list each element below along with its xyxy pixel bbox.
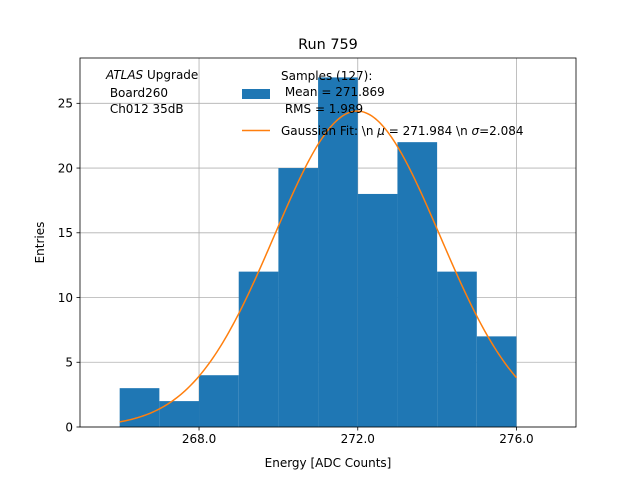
y-tick-label: 15 — [58, 226, 73, 240]
gaussian-fit-curve — [119, 110, 518, 423]
x-axis-label: Energy [ADC Counts] — [265, 456, 392, 470]
legend-samples-line3: RMS = 1.989 — [281, 102, 363, 116]
x-tick-label: 268.0 — [182, 432, 216, 446]
plot-frame — [79, 57, 577, 428]
y-tick-label: 10 — [58, 291, 73, 305]
legend-fit-mu: μ — [376, 124, 385, 138]
y-axis-label: Entries — [33, 222, 47, 264]
x-tick-label: 276.0 — [499, 432, 533, 446]
x-tick-label: 272.0 — [341, 432, 375, 446]
upgrade-label: Upgrade — [143, 68, 198, 82]
chart-title: Run 759 — [298, 37, 358, 53]
histogram-bar — [238, 271, 279, 427]
atlas-label: ATLAS — [105, 68, 144, 82]
legend-fit-mid: = 271.984 \n — [385, 124, 472, 138]
histogram-bars — [119, 77, 517, 428]
histogram-bar — [357, 193, 398, 427]
legend-fit-prefix: Gaussian Fit: \n — [281, 124, 377, 138]
legend-samples-line2: Mean = 271.869 — [281, 85, 385, 99]
histogram-bar — [199, 375, 239, 427]
histogram-bar — [437, 271, 477, 427]
y-tick-label: 5 — [65, 356, 73, 370]
y-tick-label: 20 — [58, 161, 73, 175]
legend-histogram-swatch — [242, 89, 270, 99]
atlas-annotation-line3: Ch012 35dB — [106, 102, 184, 116]
legend-fit-suffix: =2.084 — [479, 124, 523, 138]
histogram-bar — [278, 168, 319, 428]
legend-fit-sigma: σ — [472, 124, 480, 138]
legend-samples-line1: Samples (127): — [281, 69, 372, 83]
legend: Samples (127): Mean = 271.869 RMS = 1.98… — [242, 69, 524, 138]
legend-fit-label: Gaussian Fit: \n μ = 271.984 \n σ=2.084 — [281, 124, 524, 138]
atlas-annotation-line1: ATLAS Upgrade — [105, 68, 198, 82]
atlas-annotation-line2: Board260 — [106, 86, 168, 100]
y-tick-label: 0 — [65, 420, 73, 434]
histogram-bar — [397, 142, 438, 427]
y-tick-label: 25 — [58, 97, 73, 111]
axis-ticks: 268.0 272.0 276.0 0 5 10 15 20 25 — [58, 97, 534, 446]
